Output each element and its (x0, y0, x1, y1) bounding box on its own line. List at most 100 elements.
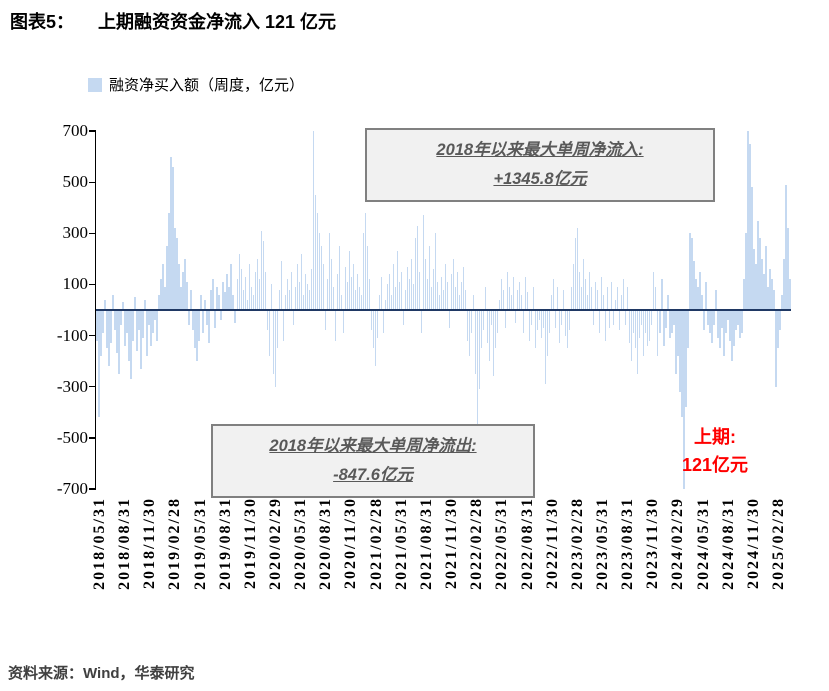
bar (278, 289, 280, 310)
bar (570, 286, 573, 310)
bar (226, 274, 228, 310)
bar (482, 310, 485, 331)
bar (136, 310, 138, 351)
bar (607, 286, 609, 310)
bar (276, 310, 278, 349)
bar (432, 269, 435, 310)
bar (150, 310, 152, 346)
bar (298, 281, 300, 310)
bar (574, 238, 577, 310)
bar (777, 310, 779, 349)
bar (677, 310, 679, 357)
bar (498, 299, 501, 310)
bar (731, 310, 733, 362)
bar (262, 240, 264, 310)
bar (580, 286, 583, 310)
bar (320, 246, 322, 310)
bar (308, 289, 310, 310)
bar (302, 294, 304, 310)
bar (496, 310, 499, 333)
bar (166, 246, 168, 310)
bar (480, 310, 483, 349)
bar (108, 310, 110, 367)
bar (408, 279, 411, 310)
bar (771, 279, 773, 310)
bar (707, 310, 709, 326)
bar (154, 310, 156, 321)
bar (312, 131, 314, 310)
bar (751, 187, 753, 310)
bar (214, 310, 216, 328)
x-axis-label: 2019/08/31 (216, 497, 234, 590)
bar (220, 310, 222, 321)
bar (719, 310, 721, 349)
bar (194, 310, 196, 349)
bar (242, 289, 244, 310)
bar (178, 263, 180, 310)
bar (486, 310, 489, 344)
bar (456, 271, 459, 310)
bar (106, 310, 108, 349)
bar (280, 261, 282, 310)
y-axis-label: 100 (62, 274, 89, 294)
bar (238, 253, 240, 310)
bar (426, 279, 429, 310)
bar (562, 289, 565, 310)
bar (526, 292, 529, 310)
bar (444, 263, 447, 310)
bar (689, 233, 691, 310)
bar (182, 271, 184, 310)
bar (739, 310, 741, 339)
y-axis-tick (89, 130, 96, 132)
bar (358, 286, 361, 310)
bar (282, 310, 284, 341)
bar (368, 279, 371, 310)
bar (635, 310, 637, 349)
y-axis-label: 300 (62, 223, 89, 243)
bar (316, 212, 318, 310)
bar (755, 263, 757, 310)
bar (516, 289, 519, 310)
bar (783, 258, 785, 310)
bar (779, 310, 781, 331)
bar (192, 310, 194, 331)
x-axis-label: 2024/11/30 (744, 497, 762, 590)
bar (733, 310, 735, 346)
bar (576, 228, 579, 310)
bar (440, 276, 443, 310)
bar (256, 258, 258, 310)
bar (687, 310, 689, 349)
annotation-max-inflow: 2018年以来最大单周净流入: +1345.8亿元 (365, 128, 715, 202)
x-axis-label: 2019/05/31 (191, 497, 209, 590)
annotation-max-outflow: 2018年以来最大单周净流出: -847.6亿元 (211, 424, 535, 498)
bar (140, 310, 142, 369)
bar (701, 294, 703, 310)
bar (310, 269, 312, 310)
bar (322, 263, 325, 310)
bar (406, 266, 409, 310)
bar (697, 286, 699, 310)
bar (512, 276, 515, 310)
bar (216, 286, 218, 310)
legend-swatch-icon (88, 77, 102, 92)
bar (160, 279, 162, 310)
bar (538, 310, 541, 321)
bar (290, 271, 292, 310)
bar (745, 233, 747, 310)
bar (142, 310, 144, 339)
bar (623, 279, 625, 310)
bar (789, 279, 791, 310)
bar (402, 310, 405, 326)
bar (268, 310, 270, 357)
bar (691, 238, 693, 310)
bar (376, 310, 379, 339)
bar (743, 279, 745, 310)
bar (681, 310, 683, 418)
bar (364, 212, 367, 310)
bar (651, 310, 653, 326)
bar (266, 310, 268, 331)
bar (544, 310, 547, 385)
bar (366, 246, 369, 310)
bar (218, 294, 220, 310)
y-axis-label: -300 (56, 376, 88, 396)
